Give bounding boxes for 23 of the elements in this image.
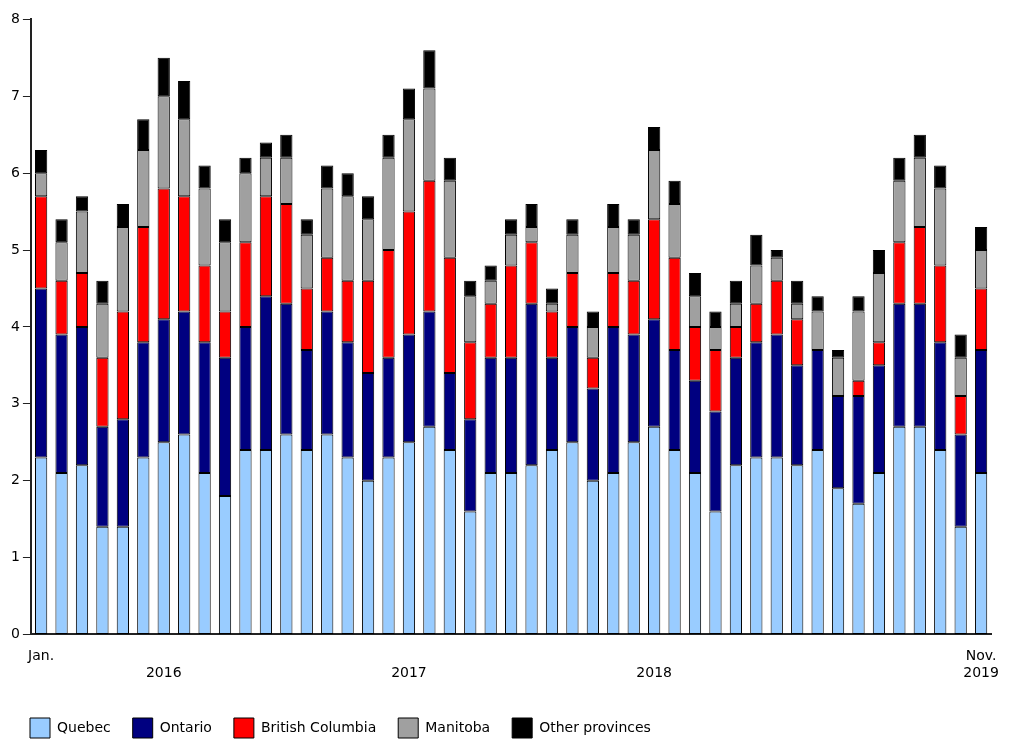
bar <box>668 180 681 204</box>
y-tick-label: 6 <box>10 163 20 180</box>
legend-label: Other provinces <box>539 718 651 735</box>
legend-label: Ontario <box>159 718 212 735</box>
y-tick-label: 7 <box>10 86 20 103</box>
legend-label: Manitoba <box>425 718 491 735</box>
x-tick-label: 2017 <box>391 664 427 681</box>
y-tick-label: 8 <box>10 10 20 27</box>
bar <box>96 280 109 304</box>
y-tick-label: 0 <box>10 625 20 642</box>
y-tick-label: 4 <box>10 317 20 334</box>
x-tick-label: Jan. <box>27 647 55 664</box>
y-tick-label: 2 <box>10 471 20 488</box>
legend-label: Quebec <box>57 718 111 735</box>
x-tick-label: 2018 <box>636 664 672 681</box>
x-tick-label: 2016 <box>145 664 182 681</box>
y-tick-label: 1 <box>10 548 20 565</box>
y-tick-label: 3 <box>10 394 20 411</box>
bar <box>55 219 68 243</box>
bar <box>423 50 436 89</box>
x-tick-label: Nov. 2019 <box>963 647 999 681</box>
y-tick-label: 5 <box>10 240 20 257</box>
legend-label: British Columbia <box>260 718 377 735</box>
